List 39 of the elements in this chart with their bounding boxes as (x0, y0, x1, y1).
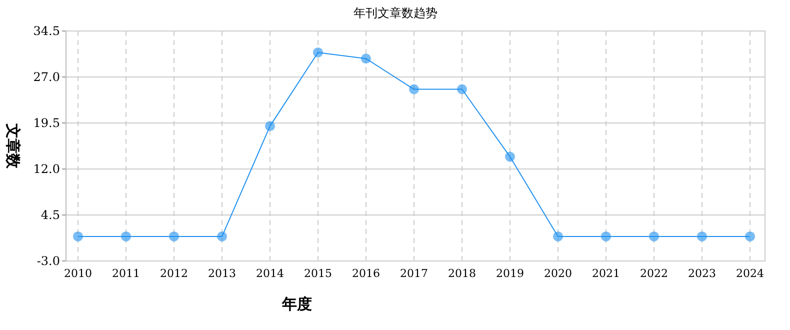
point (121, 231, 131, 242)
y-tick-label: 19.5 (33, 116, 60, 130)
point (361, 54, 371, 64)
x-tick-label: 2016 (352, 267, 380, 280)
point (409, 84, 419, 94)
x-tick-label: 2010 (64, 267, 92, 280)
y-tick-label: 12.0 (33, 162, 60, 176)
point (553, 231, 563, 242)
x-tick-label: 2020 (544, 267, 572, 280)
y-tick-label: -3.0 (36, 254, 60, 268)
point (313, 47, 323, 58)
y-tick-label: 34.5 (33, 24, 60, 38)
x-tick-label: 2019 (496, 267, 524, 280)
point (73, 231, 83, 242)
y-tick-label: 4.5 (40, 208, 60, 222)
x-tick-label: 2014 (256, 267, 284, 280)
point (169, 231, 179, 242)
x-tick-label: 2023 (688, 267, 716, 280)
x-tick-label: 2011 (112, 267, 140, 280)
x-tick-label: 2012 (160, 267, 188, 280)
point (697, 231, 707, 242)
x-tick-label: 2022 (640, 267, 668, 280)
x-tick-label: 2015 (304, 267, 332, 280)
y-axis-title: 文章数 (4, 122, 22, 170)
x-axis-title: 年度 (281, 295, 312, 313)
x-tick-label: 2018 (448, 267, 476, 280)
point (457, 84, 467, 94)
point (217, 231, 227, 242)
point (505, 152, 515, 162)
chart-title: 年刊文章数趋势 (354, 6, 438, 20)
x-tick-label: 2024 (736, 267, 764, 280)
point (745, 231, 755, 242)
point (265, 121, 275, 132)
y-tick-label: 27.0 (33, 70, 60, 84)
x-tick-label: 2021 (592, 267, 620, 280)
x-tick-label: 2017 (400, 267, 428, 280)
x-tick-label: 2013 (208, 267, 236, 280)
point (601, 231, 611, 242)
point (649, 231, 659, 242)
